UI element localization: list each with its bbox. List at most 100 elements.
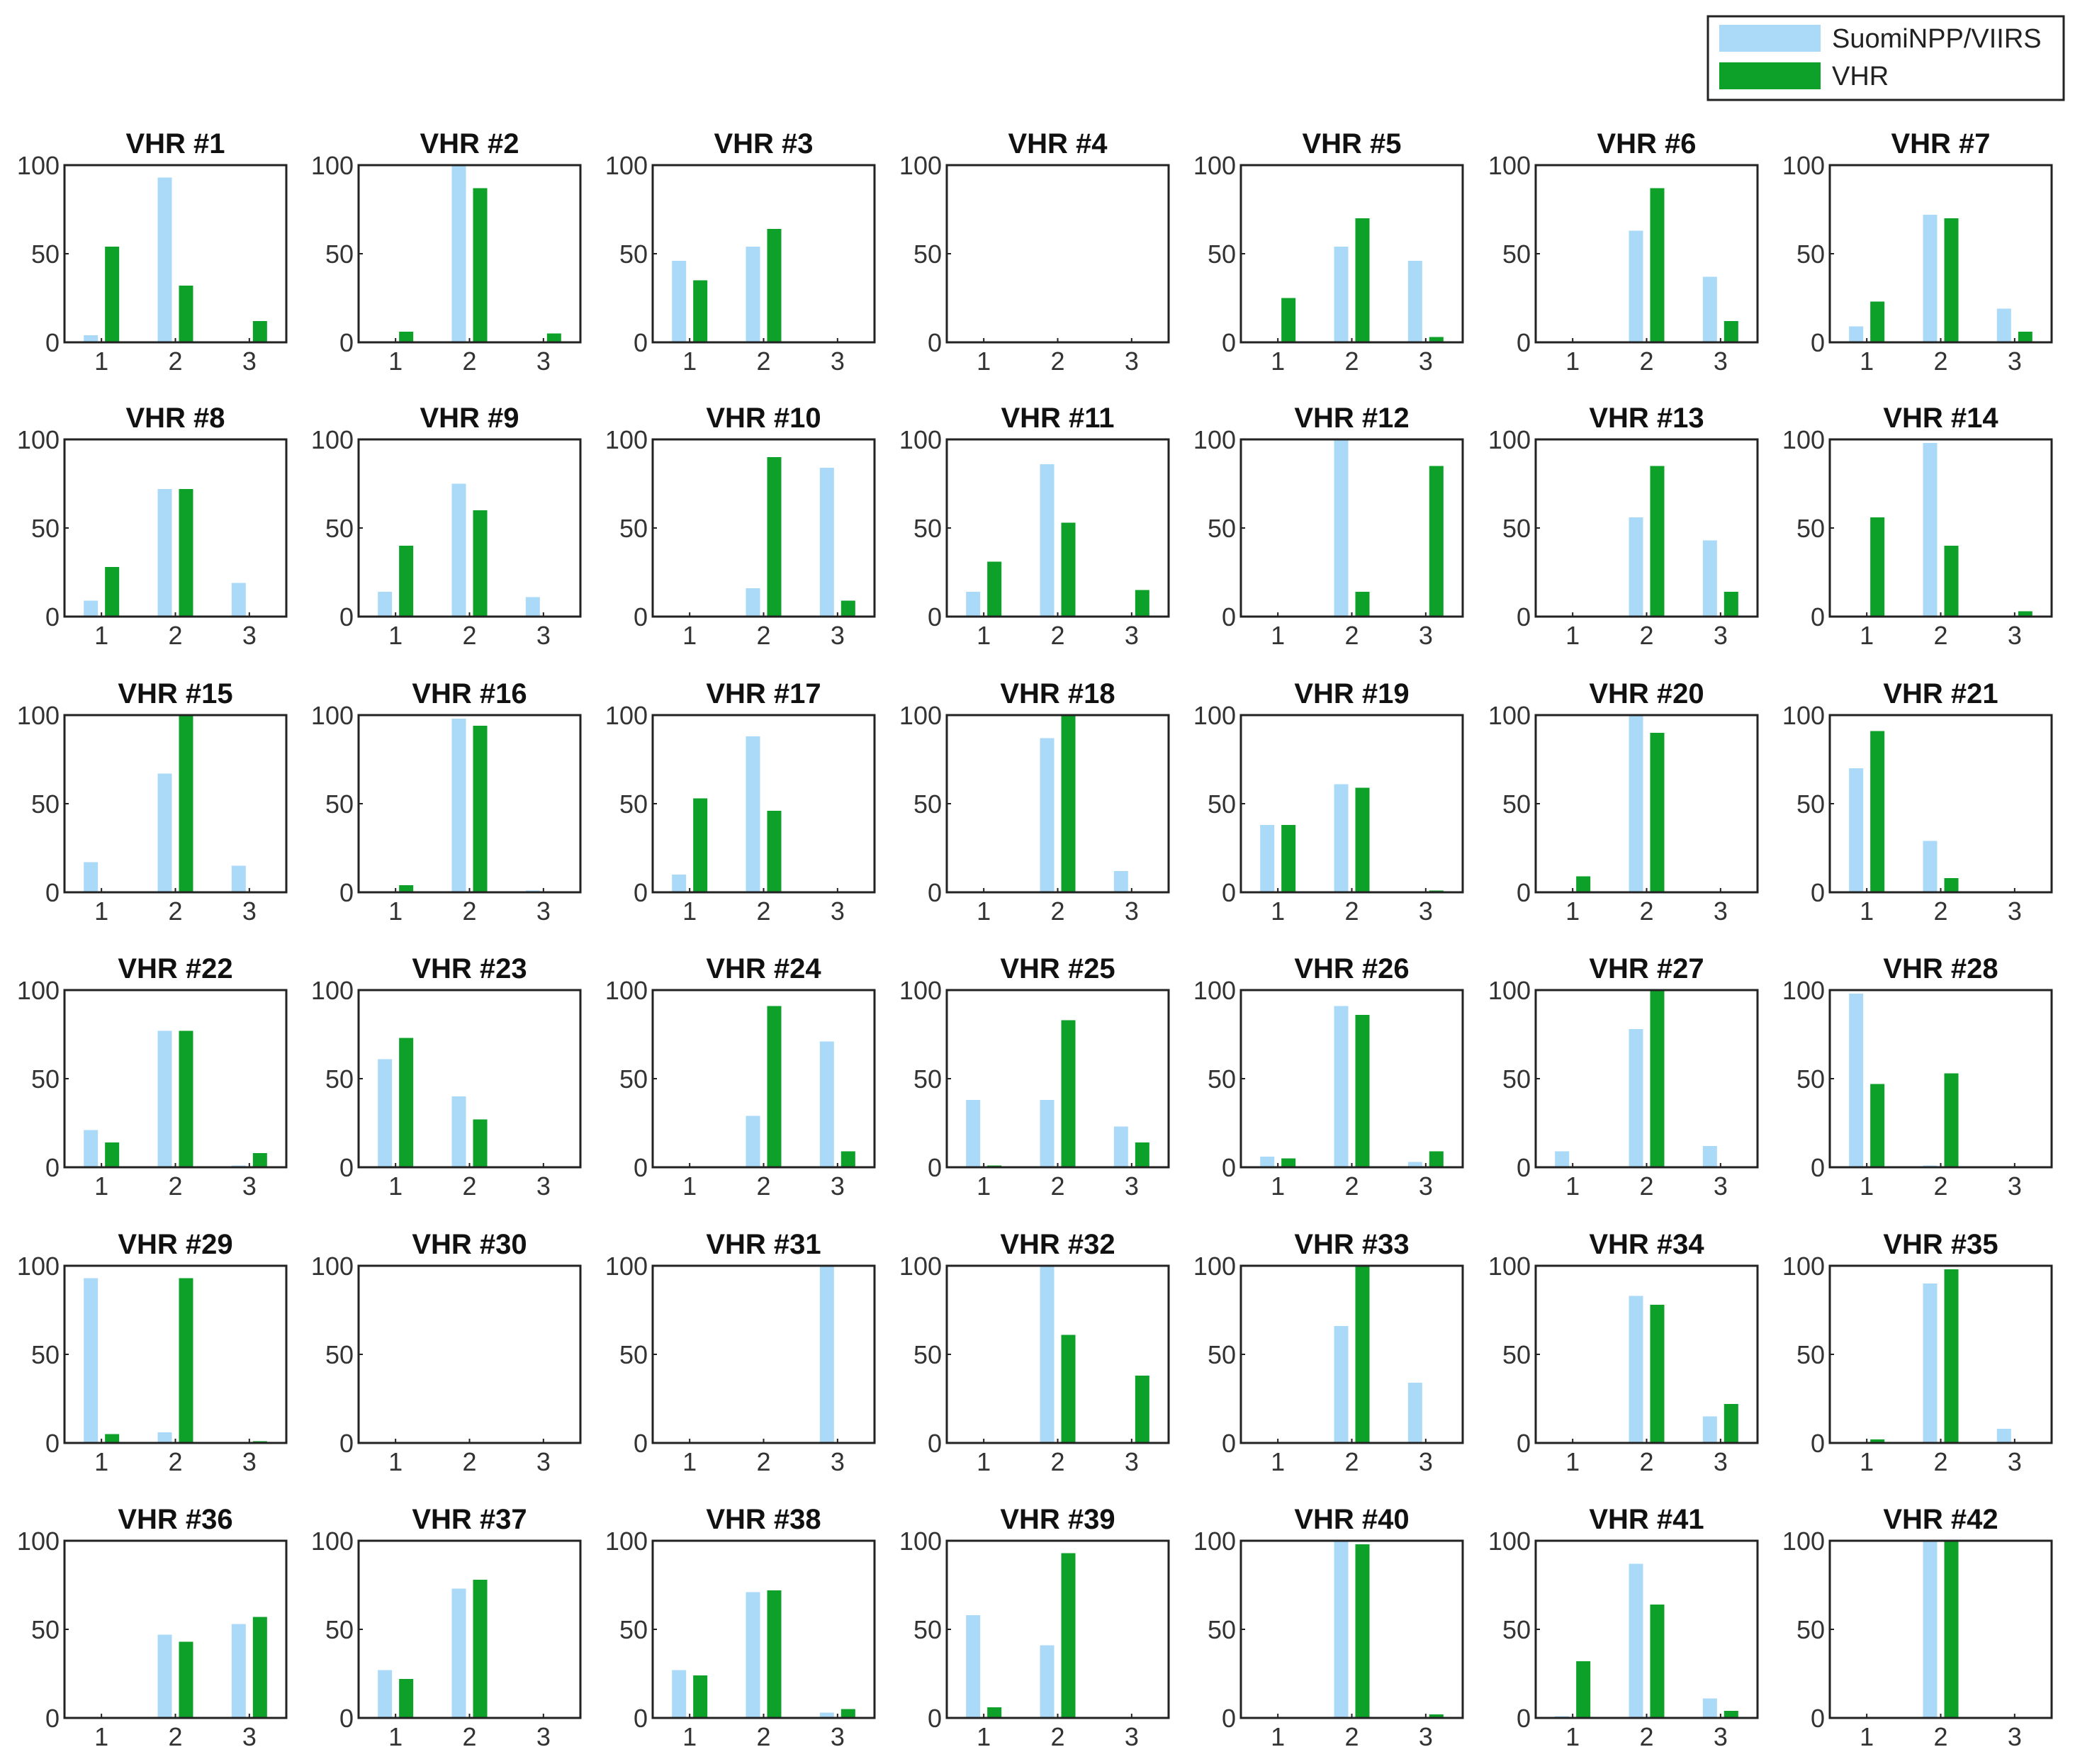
bar [1334,247,1349,342]
axes-frame [1239,1264,1464,1444]
x-tick-label: 3 [242,1447,257,1476]
bar [1629,1296,1643,1443]
y-tick-label: 0 [1222,1704,1236,1733]
x-tick-label: 2 [1639,1172,1653,1201]
bar [1334,1006,1349,1167]
x-tick-label: 3 [831,897,845,926]
bar [1576,1661,1591,1718]
panel: VHR #23 0 50 100 1 2 3 [311,953,582,1201]
x-tick-label: 3 [1714,1172,1728,1201]
bar [157,489,172,617]
x-tick-label: 3 [1125,897,1139,926]
bar [1135,590,1149,617]
y-tick-label: 50 [1502,1064,1531,1094]
y-tick-label: 100 [311,1527,354,1556]
y-tick-label: 50 [1502,790,1531,819]
bar [105,567,120,617]
legend-label: VHR [1832,62,1889,91]
y-tick-label: 50 [1208,1064,1236,1094]
x-tick-label: 1 [388,1172,403,1201]
y-tick-label: 50 [1208,514,1236,543]
bar [231,583,246,617]
panel-title: VHR #22 [118,953,232,984]
y-tick-label: 100 [1193,1527,1236,1556]
y-tick-label: 100 [1488,701,1531,730]
x-tick-label: 2 [168,897,182,926]
x-tick-label: 2 [462,621,476,650]
panel-title: VHR #8 [125,403,225,434]
bar [746,736,760,892]
bar [819,468,834,617]
bar [693,798,708,892]
x-tick-label: 2 [1933,1722,1947,1751]
bar [1334,1326,1349,1443]
y-tick-label: 100 [605,1252,648,1281]
x-tick-label: 1 [682,1447,697,1476]
panel-title: VHR #41 [1589,1504,1704,1535]
y-tick-label: 0 [1811,1153,1825,1182]
x-tick-label: 1 [94,1722,108,1751]
y-tick-label: 100 [1193,151,1236,180]
bar [1355,1544,1370,1718]
panel: VHR #30 0 50 100 1 2 3 [311,1229,582,1476]
y-tick-label: 0 [339,1429,354,1458]
x-tick-label: 3 [831,347,845,376]
panel-title: VHR #19 [1294,678,1409,709]
x-tick-label: 2 [462,897,476,926]
panel: VHR #6 0 50 100 1 2 3 [1488,128,1759,376]
y-tick-label: 50 [31,1340,60,1369]
bar [1629,517,1643,617]
panel-title: VHR #38 [706,1504,821,1535]
panel: VHR #2 0 50 100 1 2 3 [311,128,582,376]
bar [1061,715,1076,892]
bar [378,592,393,617]
y-tick-label: 50 [31,790,60,819]
x-tick-label: 1 [977,1172,991,1201]
bar [1723,592,1738,617]
bar [179,715,193,892]
y-tick-label: 0 [339,1153,354,1182]
y-tick-label: 50 [325,790,354,819]
x-tick-label: 1 [1565,897,1580,926]
x-tick-label: 3 [1714,1722,1728,1751]
bar [1061,522,1076,617]
y-tick-label: 0 [1811,602,1825,631]
axes-frame [1239,1539,1464,1719]
y-tick-label: 100 [17,1527,60,1556]
x-tick-label: 1 [1271,621,1285,650]
panel: VHR #32 0 50 100 1 2 3 [899,1229,1170,1476]
x-tick-label: 3 [536,347,551,376]
y-tick-label: 100 [311,425,354,454]
x-tick-label: 3 [1125,347,1139,376]
panel: VHR #38 0 50 100 1 2 3 [605,1504,876,1751]
axes-frame [357,438,582,618]
panel: VHR #40 0 50 100 1 2 3 [1193,1504,1464,1751]
y-tick-label: 50 [1796,1615,1825,1644]
x-tick-label: 2 [1933,897,1947,926]
bar [1355,1266,1370,1443]
y-tick-label: 100 [605,1527,648,1556]
y-tick-label: 50 [913,240,942,269]
panel-title: VHR #23 [412,953,527,984]
y-tick-label: 0 [339,602,354,631]
x-tick-label: 1 [94,897,108,926]
bar [1650,1305,1665,1443]
y-tick-label: 100 [311,701,354,730]
x-tick-label: 2 [1639,1722,1653,1751]
x-tick-label: 2 [1344,1172,1359,1201]
axes-frame [1534,714,1759,894]
axes-frame [651,1264,876,1444]
bar [1407,1383,1422,1443]
x-tick-label: 2 [462,347,476,376]
y-tick-label: 50 [325,240,354,269]
panel: VHR #4 0 50 100 1 2 3 [899,128,1170,376]
x-tick-label: 3 [1419,621,1433,650]
x-tick-label: 3 [1714,897,1728,926]
y-tick-label: 100 [1193,701,1236,730]
bar [1870,517,1885,617]
bar [1702,540,1717,617]
panel: VHR #8 0 50 100 1 2 3 [17,403,288,650]
bar [1281,825,1296,892]
y-tick-label: 0 [634,1429,648,1458]
